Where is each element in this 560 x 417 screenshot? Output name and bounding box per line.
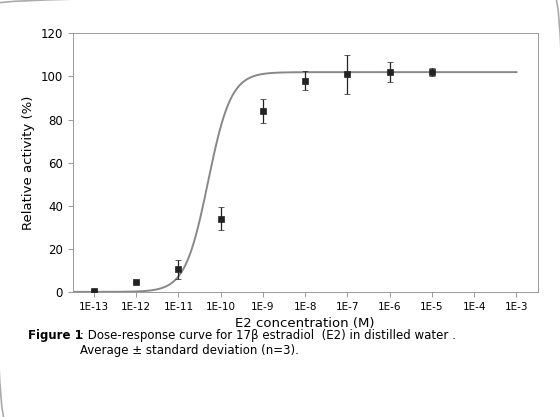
Text: : Dose-response curve for 17β estradiol  (E2) in distilled water .
Average ± sta: : Dose-response curve for 17β estradiol …	[80, 329, 456, 357]
Text: Figure 1: Figure 1	[28, 329, 83, 342]
X-axis label: E2 concentration (M): E2 concentration (M)	[235, 317, 375, 330]
Y-axis label: Relative activity (%): Relative activity (%)	[22, 95, 35, 230]
